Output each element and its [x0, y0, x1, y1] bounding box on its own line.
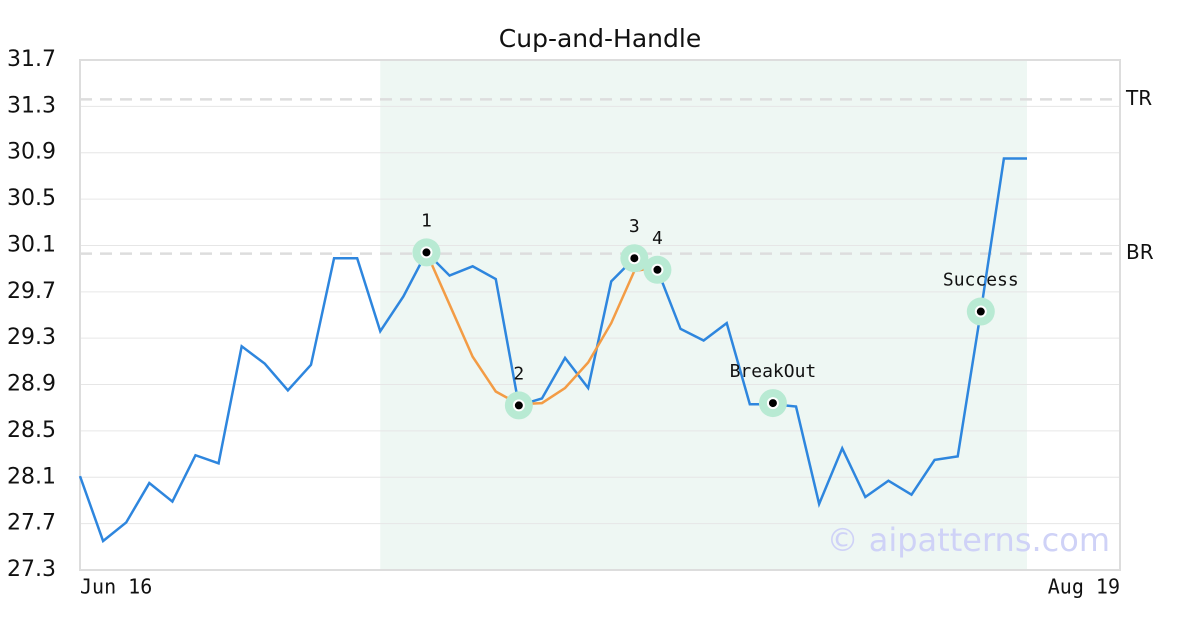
- y-tick-label: 30.5: [7, 186, 56, 211]
- annotation-point: [512, 399, 525, 412]
- annotation-point: [974, 305, 987, 318]
- annotation-point: [628, 252, 641, 265]
- level-label: BR: [1126, 240, 1154, 264]
- annotation-point: [651, 263, 664, 276]
- annotation-point: [420, 246, 433, 259]
- y-tick-label: 31.7: [7, 47, 56, 72]
- y-tick-label: 28.1: [7, 464, 56, 489]
- y-tick-label: 30.9: [7, 140, 56, 165]
- y-tick-label: 27.3: [7, 557, 56, 582]
- level-label: TR: [1125, 86, 1152, 110]
- annotation-label: BreakOut: [730, 361, 817, 382]
- annotation-label: 2: [513, 363, 524, 384]
- x-tick-label: Jun 16: [80, 575, 152, 599]
- y-tick-label: 28.5: [7, 418, 56, 443]
- chart-title: Cup-and-Handle: [499, 24, 701, 53]
- annotation-label: Success: [943, 270, 1019, 291]
- annotation-label: 1: [421, 210, 432, 231]
- annotation-point: [766, 397, 779, 410]
- y-tick-label: 29.3: [7, 325, 56, 350]
- x-tick-label: Aug 19: [1048, 575, 1120, 599]
- line-series: [78, 157, 1027, 544]
- watermark: © aipatterns.com: [827, 521, 1110, 559]
- y-tick-label: 28.9: [7, 372, 56, 397]
- annotation-label: 4: [652, 228, 663, 249]
- y-tick-label: 27.7: [7, 511, 56, 536]
- y-tick-label: 29.7: [7, 279, 56, 304]
- y-tick-label: 30.1: [7, 232, 56, 257]
- y-tick-label: 31.3: [7, 93, 56, 118]
- highlight-region: [380, 60, 1027, 570]
- line-series: [425, 251, 658, 406]
- plot-frame: [79, 59, 1121, 571]
- annotation-label: 3: [629, 216, 640, 237]
